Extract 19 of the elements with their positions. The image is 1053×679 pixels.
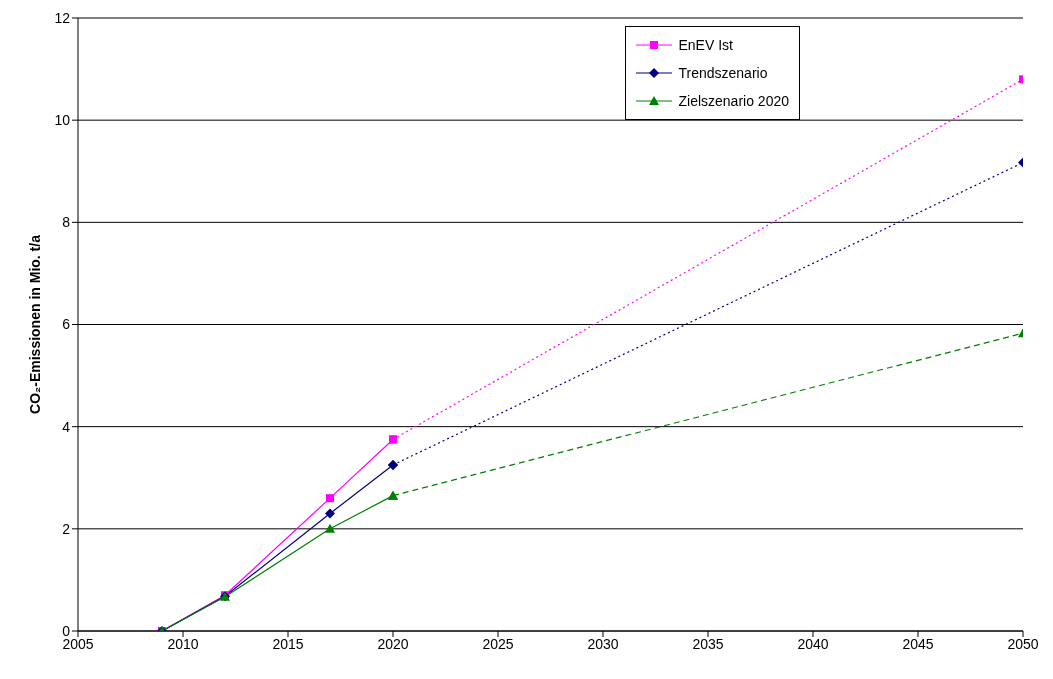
x-tick-label: 2050 <box>1007 635 1039 652</box>
y-axis-title: CO₂-Emissionen in Mio. t/a <box>27 234 43 414</box>
y-tick-label: 2 <box>62 520 71 537</box>
y-tick-label: 8 <box>62 214 71 231</box>
y-tick-label: 6 <box>62 316 71 333</box>
x-tick-label: 2015 <box>272 635 304 652</box>
x-tick-label: 2035 <box>692 635 724 652</box>
x-tick-label: 2025 <box>482 635 514 652</box>
y-tick-label: 12 <box>54 9 71 26</box>
x-tick-label: 2010 <box>167 635 199 652</box>
x-tick-label: 2030 <box>587 635 619 652</box>
x-tick-label: 2045 <box>902 635 934 652</box>
y-tick-label: 10 <box>54 112 71 129</box>
legend-label: Zielszenario 2020 <box>678 93 789 109</box>
x-tick-label: 2020 <box>377 635 409 652</box>
y-tick-label: 4 <box>62 418 71 435</box>
legend-label: Trendszenario <box>678 65 768 81</box>
legend-label: EnEV Ist <box>678 37 733 53</box>
x-tick-label: 2040 <box>797 635 829 652</box>
